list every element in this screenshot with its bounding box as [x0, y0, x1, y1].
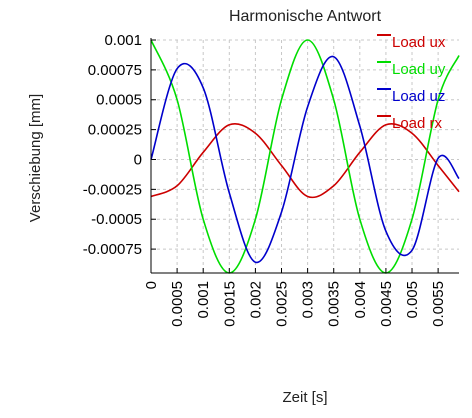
x-tick-label: 0.002	[247, 281, 264, 319]
y-tick-label: -0.00075	[83, 241, 142, 258]
legend-label-load-uy: Load uy	[392, 61, 446, 78]
x-tick-label: 0	[143, 281, 160, 289]
y-tick-label: -0.00025	[83, 181, 142, 198]
y-tick-label: 0.00075	[88, 62, 142, 79]
y-tick-label: 0.0005	[96, 92, 142, 109]
legend-label-load-ux: Load ux	[392, 34, 446, 51]
series-line-load-uy	[150, 39, 460, 274]
y-tick-label: 0.00025	[88, 122, 142, 139]
legend-label-load-uz: Load uz	[392, 88, 445, 105]
y-tick-label: 0	[134, 151, 142, 168]
x-tick-label: 0.0055	[430, 281, 447, 327]
series-line-load-uz	[150, 55, 460, 264]
x-tick-label: 0.0035	[326, 281, 343, 327]
x-tick-label: 0.0005	[169, 281, 186, 327]
series-line-load-ux	[150, 123, 460, 199]
y-tick-label: 0.001	[104, 32, 142, 49]
grid	[150, 39, 459, 273]
x-tick-label: 0.0045	[378, 281, 395, 327]
legend: Load ux Load uy Load uz Load rx	[377, 34, 446, 132]
x-tick-label: 0.0025	[274, 281, 291, 327]
legend-label-load-rx: Load rx	[392, 115, 443, 132]
axes: 0.001 0.00075 0.0005 0.00025 0 -0.00025 -0.000…	[83, 32, 459, 327]
plot-area	[150, 39, 460, 274]
x-tick-label: 0.005	[404, 281, 421, 319]
x-tick-label: 0.0015	[221, 281, 238, 327]
y-axis-label: Verschiebung [mm]	[27, 94, 44, 222]
x-tick-label: 0.004	[352, 281, 369, 319]
x-tick-label: 0.001	[195, 281, 212, 319]
chart-title: Harmonische Antwort	[229, 8, 382, 25]
y-tick-label: -0.0005	[91, 211, 142, 228]
x-axis-label: Zeit [s]	[282, 389, 327, 406]
x-tick-label: 0.003	[300, 281, 317, 319]
